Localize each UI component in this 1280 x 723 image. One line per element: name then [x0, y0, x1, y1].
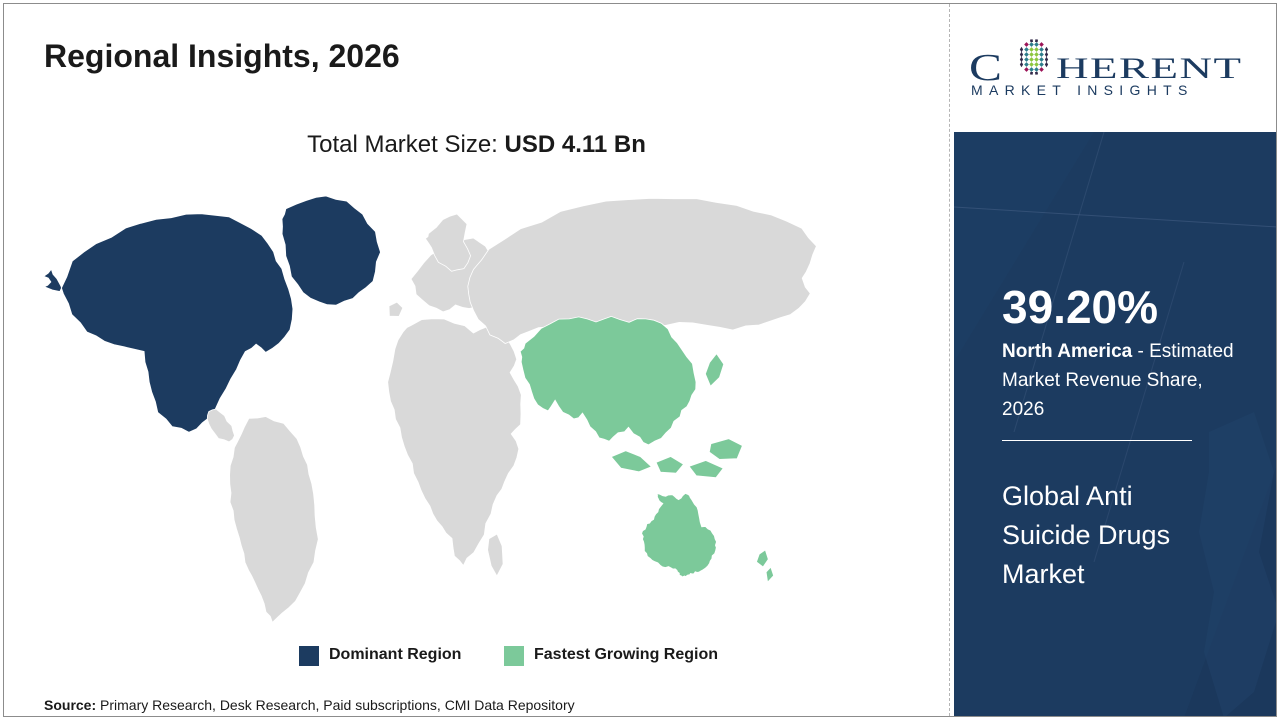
svg-text:MARKET INSIGHTS: MARKET INSIGHTS: [971, 82, 1194, 96]
svg-text:HERENT: HERENT: [1056, 52, 1242, 85]
